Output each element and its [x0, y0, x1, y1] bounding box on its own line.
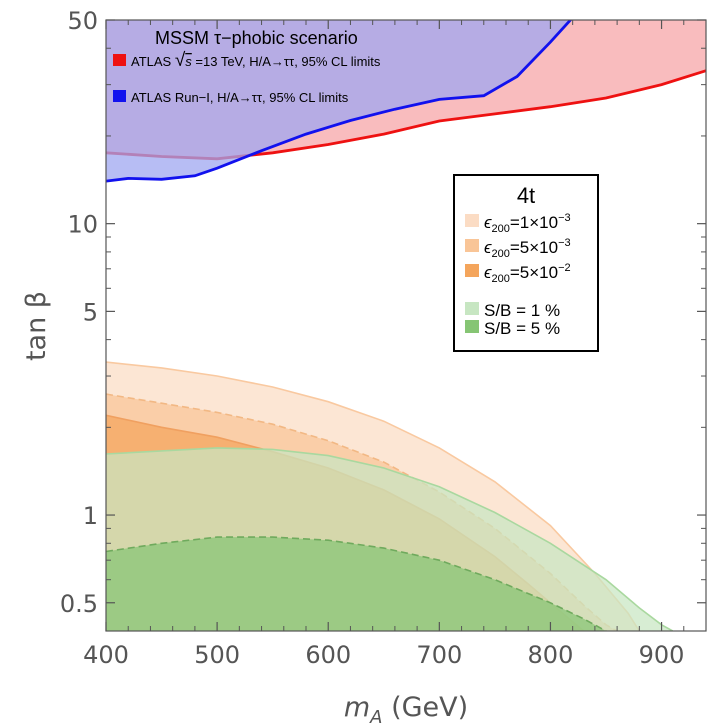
x-axis-title-symbol: m	[344, 692, 370, 723]
signal-legend-swatch-0	[465, 214, 479, 227]
signal-legend-label-3: S/B = 1 %	[484, 301, 560, 320]
axis-ticks	[105, 19, 706, 631]
boundary-signal-3	[106, 393, 618, 631]
axis-tick-labels: 400 500 600 700 800 900 0.5 1 5 10 50	[60, 7, 685, 669]
y-tick-label: 1	[83, 502, 98, 530]
boundary-exclusion-1	[106, 20, 573, 183]
signal-legend-label-0: ϵ200=1×10−3	[484, 212, 571, 235]
exclusion-legend-swatch-0	[113, 54, 126, 66]
signal-legend-swatch-3	[465, 302, 479, 315]
signal-legend-label-1: ϵ200=5×10−3	[484, 237, 571, 260]
signal-legend-swatch-2	[465, 264, 479, 277]
boundary-signal-5	[106, 447, 674, 631]
y-tick-label: 10	[67, 211, 98, 239]
x-axis-title-unit: (GeV)	[382, 692, 468, 723]
region-exclusion-1	[106, 20, 573, 182]
x-tick-label: 700	[416, 641, 462, 669]
exclusion-legend-title: MSSM τ−phobic scenario	[155, 28, 358, 48]
y-axis-title: tan β	[21, 291, 52, 361]
plot-regions	[106, 20, 706, 631]
signal-legend-swatch-4	[465, 320, 479, 333]
exclusion-legend: MSSM τ−phobic scenario ATLAS √s =13 TeV,…	[113, 28, 381, 105]
boundary-signal-6	[106, 536, 607, 631]
signal-legend-swatch-1	[465, 239, 479, 252]
signal-legend-title: 4t	[517, 183, 535, 208]
x-tick-label: 400	[83, 641, 129, 669]
exclusion-legend-label-0: ATLAS √s =13 TeV, H/A→ττ, 95% CL limits	[131, 50, 381, 71]
x-tick-label: 500	[194, 641, 240, 669]
signal-legend-label-4: S/B = 5 %	[484, 319, 560, 338]
signal-legend-label-2: ϵ200=5×10−2	[484, 262, 571, 285]
x-tick-label: 900	[639, 641, 685, 669]
signal-legend: 4t ϵ200=1×10−3 ϵ200=5×10−3 ϵ200=5×10−2 S…	[453, 174, 599, 352]
exclusion-legend-swatch-1	[113, 90, 126, 102]
x-tick-label: 600	[305, 641, 351, 669]
x-axis-title-subscript: A	[369, 707, 382, 726]
plot-frame	[105, 19, 707, 632]
x-axis-title: mA (GeV)	[344, 692, 468, 726]
x-tick-label: 800	[528, 641, 574, 669]
y-tick-label: 5	[83, 298, 98, 326]
y-tick-label: 0.5	[60, 590, 98, 618]
region-signal-6	[106, 537, 606, 631]
y-tick-label: 50	[67, 7, 98, 35]
exclusion-legend-label-1: ATLAS Run−I, H/A→ττ, 95% CL limits	[131, 90, 349, 105]
